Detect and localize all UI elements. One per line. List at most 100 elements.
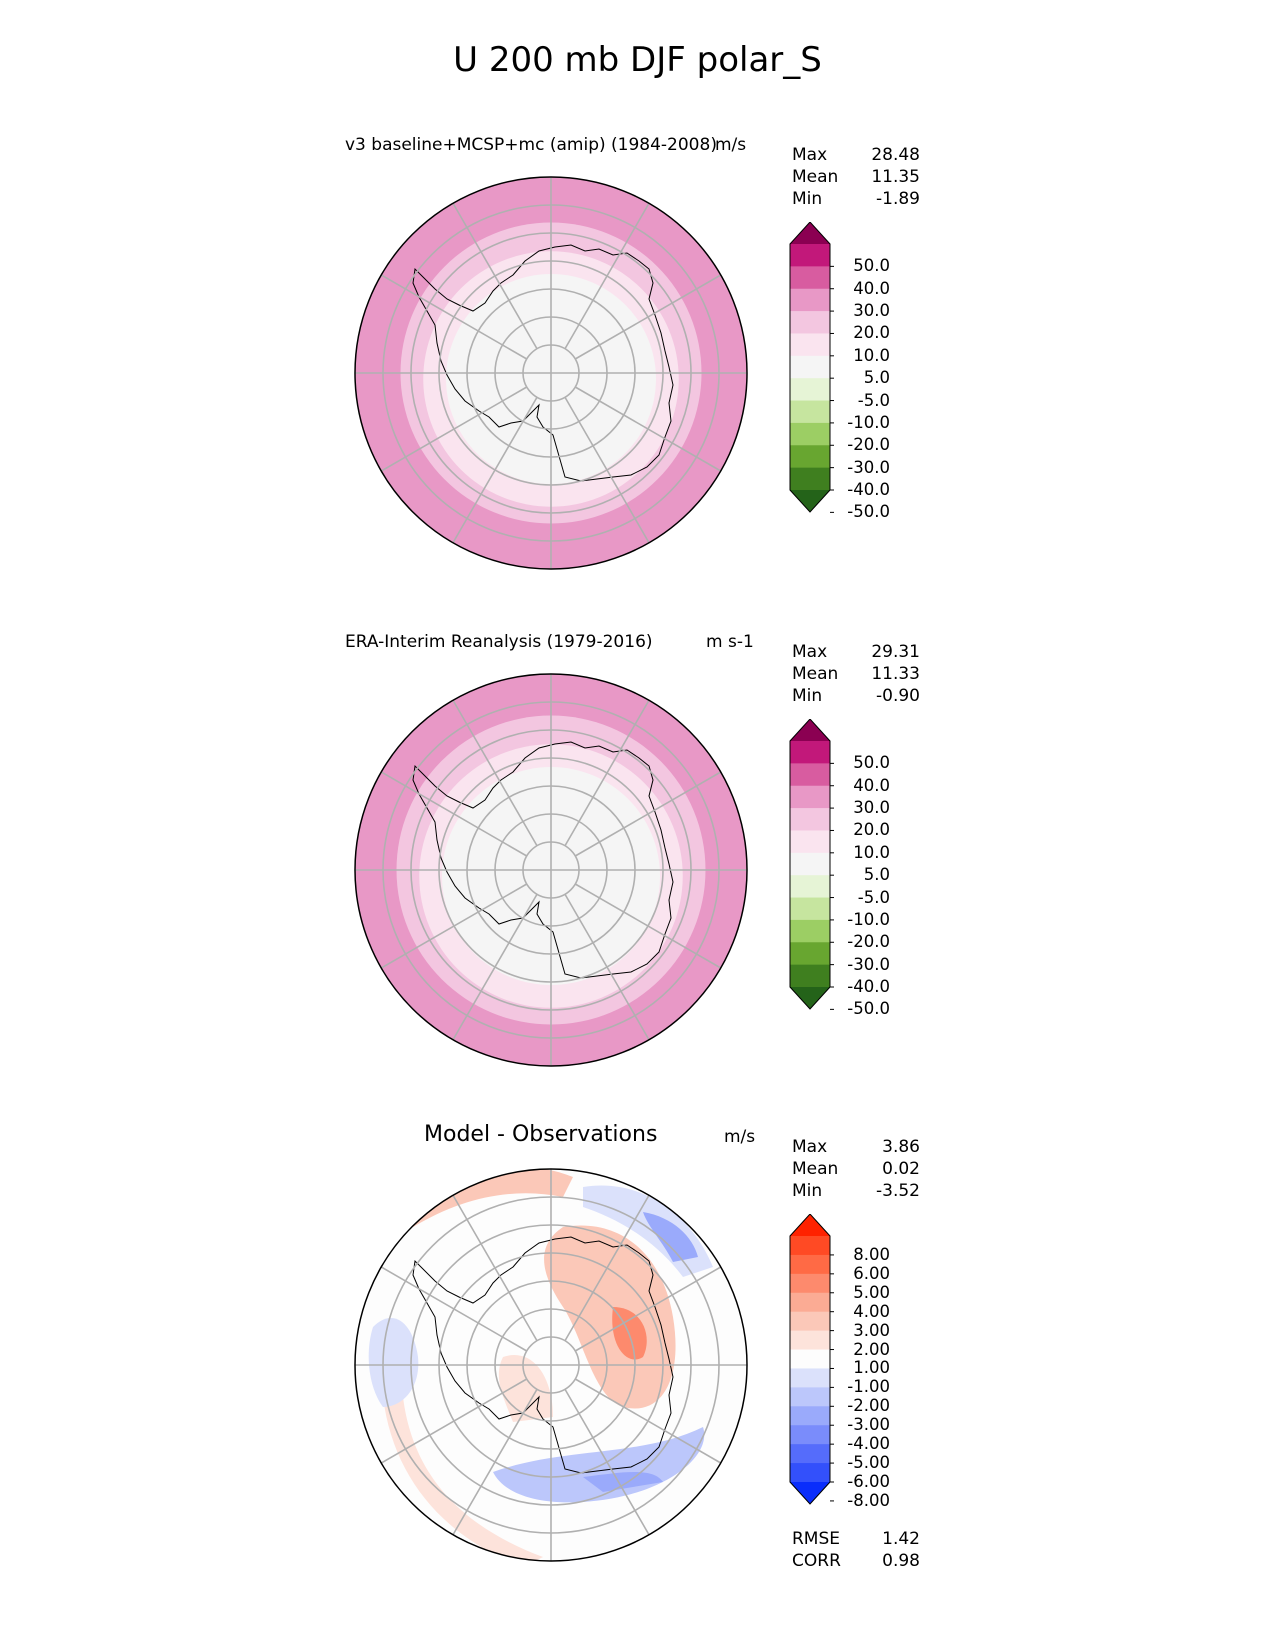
max-label: Max	[792, 145, 828, 165]
positive-anomaly-center	[544, 1225, 676, 1409]
colorbar-segment-1	[790, 741, 830, 764]
panel-stats: Max 28.48 Mean 11.35 Min -1.89	[792, 144, 920, 210]
colorbar-segment-4	[790, 1292, 830, 1313]
colorbar-segment-2	[790, 266, 830, 290]
colorbar-tick-label: 4.00	[853, 1301, 890, 1321]
min-label: Min	[792, 1181, 823, 1201]
colorbar-segment-8	[790, 400, 830, 424]
map-boundary	[354, 673, 748, 1067]
mean-value: 11.35	[871, 167, 920, 187]
colorbar-tick-label: 8.00	[853, 1244, 890, 1264]
colorbar-segment-6	[790, 1330, 830, 1351]
mean-label: Mean	[792, 664, 839, 684]
colorbar-segment-6	[790, 852, 830, 876]
meridian-210	[452, 396, 538, 544]
colorbar-segment-4	[790, 311, 830, 334]
meridian-30	[564, 1194, 650, 1342]
colorbar-segment-3	[790, 1273, 830, 1294]
meridian-120	[574, 1378, 722, 1464]
meridian-330	[452, 699, 538, 847]
mean-value: 0.02	[882, 1159, 920, 1179]
colorbar-tick-label: 30.0	[853, 798, 890, 818]
meridian-150	[564, 893, 650, 1041]
polar-map	[354, 176, 748, 570]
colorbar-segment-3	[790, 785, 830, 809]
max-label: Max	[792, 642, 828, 662]
colorbar-tick-label: -10.0	[847, 412, 890, 432]
panel-reference: ERA-Interim Reanalysis (1979-2016) m s-1…	[0, 627, 1275, 1097]
colorbar-segment-5	[790, 830, 830, 854]
negative-anomaly-west	[368, 1318, 419, 1407]
antarctica-coastline	[412, 1236, 674, 1474]
meridian-150	[564, 396, 650, 544]
panel-stats: Max 3.86 Mean 0.02 Min -3.52	[792, 1136, 920, 1202]
colorbar-tick-label: 50.0	[853, 256, 890, 276]
colorbar-tick-label: -4.00	[847, 1434, 890, 1454]
corr-value: 0.98	[882, 1551, 920, 1571]
colorbar-segment-7	[790, 378, 830, 402]
panel-title: ERA-Interim Reanalysis (1979-2016)	[345, 632, 653, 652]
colorbar-extend-top	[790, 719, 830, 741]
colorbar-extend-bottom	[790, 490, 830, 512]
panel-units: m s-1	[706, 632, 754, 652]
colorbar-segment-1	[790, 244, 830, 267]
max-value: 28.48	[871, 145, 920, 165]
map-layers	[355, 177, 747, 569]
colorbar-tick-label: -8.00	[847, 1490, 890, 1510]
max-label: Max	[792, 1137, 828, 1157]
colorbar-tick-label: 5.0	[863, 865, 890, 885]
meridian-210	[452, 1388, 538, 1536]
colorbar-segment-8	[790, 1368, 830, 1388]
colorbar-tick-label: 5.00	[853, 1282, 890, 1302]
colorbar-segment-2	[790, 763, 830, 787]
colorbar-segment-11	[790, 964, 830, 988]
map-layers	[355, 674, 747, 1066]
panel-title: v3 baseline+MCSP+mc (amip) (1984-2008)	[345, 135, 717, 155]
diff-metrics: RMSE 1.42 CORR 0.98	[792, 1528, 920, 1572]
colorbar-tick-label: -3.00	[847, 1415, 890, 1435]
colorbar-segment-5	[790, 333, 830, 357]
panel-stats: Max 29.31 Mean 11.33 Min -0.90	[792, 641, 920, 707]
colorbar-extend-bottom	[790, 1482, 830, 1504]
mean-label: Mean	[792, 1159, 839, 1179]
rmse-value: 1.42	[882, 1529, 920, 1549]
positive-anomaly-west	[383, 1397, 543, 1561]
polar-map	[354, 673, 748, 1067]
colorbar-tick-label: -1.00	[847, 1377, 890, 1397]
colorbar-segment-9	[790, 919, 830, 943]
meridian-60	[574, 274, 722, 360]
colorbar-tick-label: 10.0	[853, 842, 890, 862]
panel-units: m/s	[715, 135, 747, 155]
colorbar-segment-8	[790, 897, 830, 921]
meridian-30	[564, 202, 650, 350]
colorbar-tick-label: -50.0	[847, 502, 890, 522]
colorbar	[789, 1214, 834, 1505]
map-layers	[355, 1169, 747, 1561]
colorbar-tick-label: 40.0	[853, 278, 890, 298]
strong-negative-anomaly-south	[583, 1472, 663, 1492]
colorbar-segment-10	[790, 445, 830, 469]
figure-title: U 200 mb DJF polar_S	[453, 40, 822, 80]
colorbar-tick-label: 30.0	[853, 301, 890, 321]
meridian-60	[574, 771, 722, 857]
colorbar-extend-top	[790, 1214, 830, 1236]
colorbar-segment-1	[790, 1236, 830, 1256]
colorbar-tick-label: 10.0	[853, 345, 890, 365]
colorbar-tick-label: -40.0	[847, 977, 890, 996]
panel-title: Model - Observations	[424, 1122, 658, 1147]
colorbar-tick-label: 20.0	[853, 323, 890, 343]
colorbar-segment-11	[790, 1425, 830, 1445]
min-label: Min	[792, 189, 823, 209]
colorbar-tick-label: -30.0	[847, 457, 890, 477]
colorbar-tick-label: 5.0	[863, 368, 890, 388]
colorbar-tick-label: -5.00	[847, 1453, 890, 1473]
min-value: -3.52	[876, 1181, 920, 1201]
meridian-330	[452, 202, 538, 350]
strong-negative-anomaly-ne	[643, 1212, 698, 1262]
colorbar-segment-3	[790, 288, 830, 312]
min-value: -1.89	[876, 189, 920, 209]
polar-map	[354, 1168, 748, 1562]
colorbar-segment-7	[790, 875, 830, 899]
meridian-240	[380, 386, 528, 472]
colorbar-tick-label: -20.0	[847, 435, 890, 455]
